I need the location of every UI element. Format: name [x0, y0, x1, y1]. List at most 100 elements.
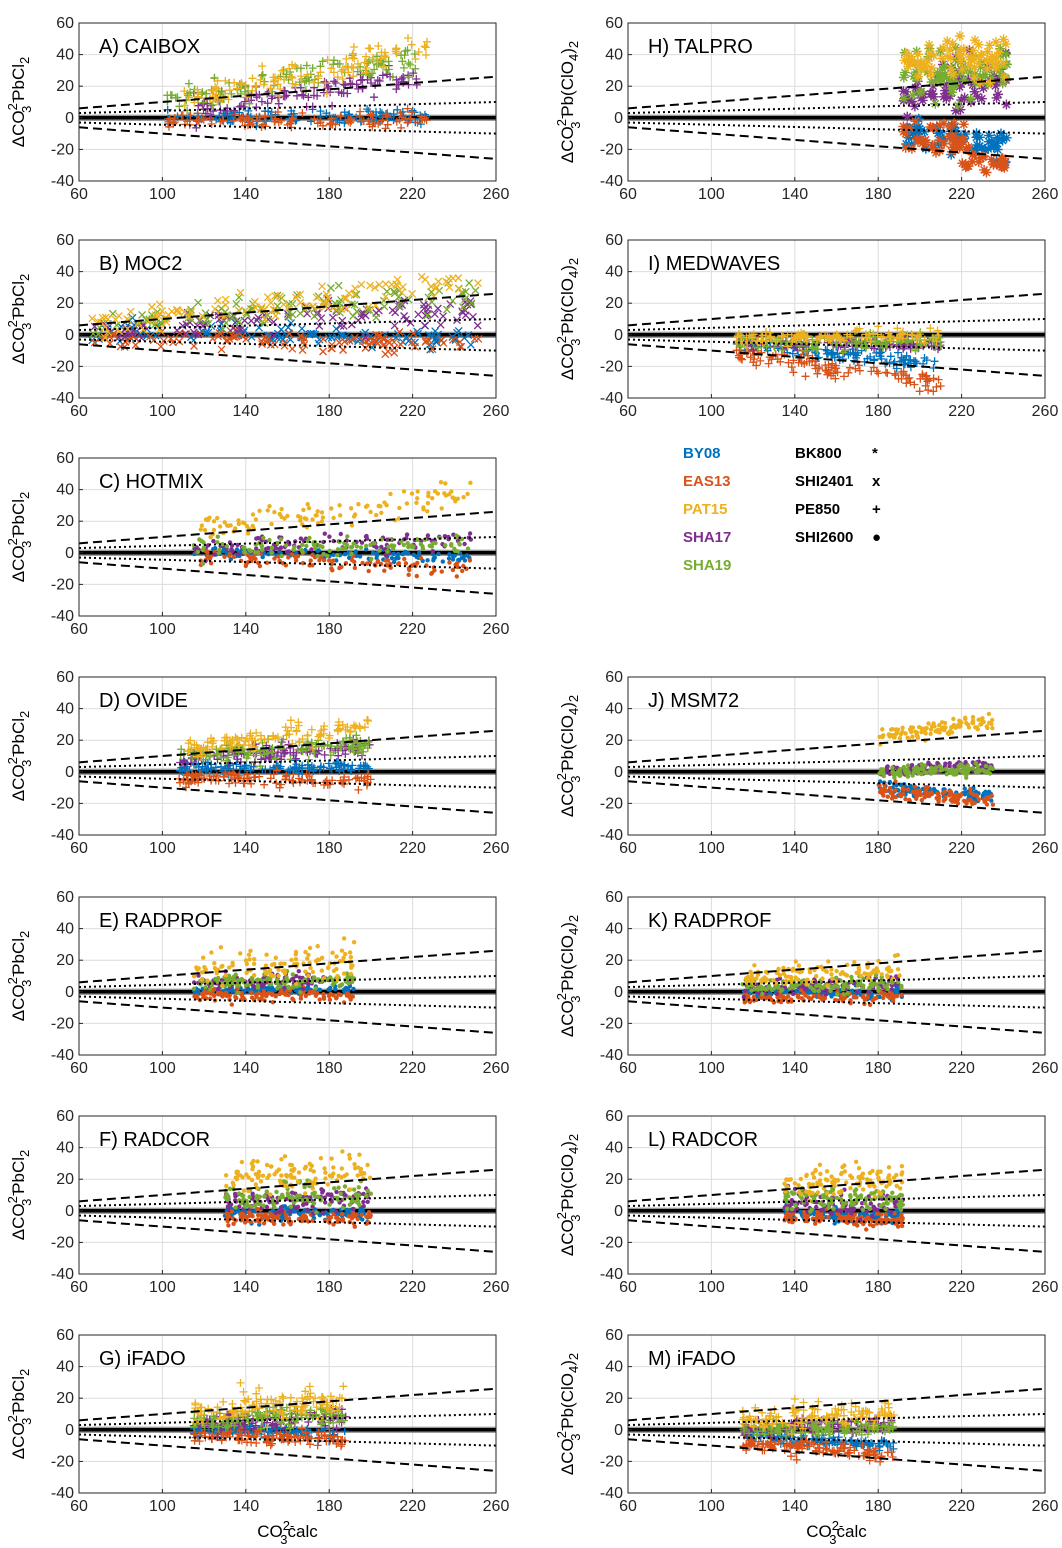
data-point — [886, 352, 895, 361]
data-point — [264, 1189, 269, 1194]
data-point — [815, 363, 824, 372]
data-point — [319, 519, 325, 524]
data-point — [217, 345, 226, 354]
data-point — [972, 91, 983, 102]
data-point — [404, 532, 410, 537]
data-point — [265, 508, 270, 513]
data-point — [350, 963, 355, 968]
data-point — [338, 75, 347, 83]
data-point — [738, 355, 747, 364]
data-point — [178, 111, 187, 120]
data-point — [313, 993, 319, 998]
data-point — [360, 58, 369, 67]
data-point — [443, 493, 449, 498]
data-point — [300, 333, 309, 342]
data-point — [383, 287, 391, 296]
data-point — [917, 95, 928, 106]
data-point — [313, 986, 318, 991]
x-tick-label: 220 — [399, 840, 426, 857]
data-point — [289, 1168, 294, 1173]
data-point — [358, 337, 367, 346]
data-point — [270, 76, 279, 85]
data-point — [365, 305, 374, 314]
data-point — [199, 977, 205, 982]
data-point — [912, 59, 923, 70]
data-point — [329, 60, 338, 69]
data-point — [293, 291, 302, 300]
data-point — [986, 72, 997, 83]
data-point — [258, 340, 267, 349]
data-point — [440, 559, 445, 564]
data-point — [418, 556, 424, 561]
data-point — [789, 368, 798, 377]
data-point — [322, 531, 327, 536]
data-point — [218, 87, 226, 96]
data-point — [948, 69, 959, 80]
data-point — [208, 987, 213, 992]
data-point — [423, 37, 431, 46]
data-point — [902, 351, 911, 360]
data-point — [906, 378, 915, 387]
data-point — [249, 1177, 255, 1183]
data-point — [360, 723, 369, 732]
data-point — [251, 961, 257, 966]
data-point — [273, 1210, 278, 1216]
data-point — [408, 289, 417, 298]
data-point — [243, 958, 249, 963]
data-point — [308, 1195, 313, 1200]
data-point — [314, 1434, 323, 1443]
data-point — [321, 302, 330, 311]
data-point — [245, 531, 251, 536]
data-point — [217, 1436, 226, 1445]
data-point — [983, 143, 994, 154]
data-point — [219, 1397, 228, 1406]
data-point — [788, 349, 797, 358]
data-point — [368, 122, 377, 131]
data-point — [1000, 39, 1011, 50]
data-point — [273, 334, 282, 343]
data-point — [375, 280, 384, 289]
data-point — [219, 1413, 228, 1422]
data-point — [969, 62, 980, 73]
data-point — [422, 51, 430, 59]
data-point — [322, 1166, 327, 1171]
data-point — [252, 957, 257, 962]
data-point — [238, 117, 247, 126]
data-point — [929, 333, 937, 342]
data-point — [271, 1396, 280, 1405]
data-point — [320, 722, 329, 731]
x-tick-label: 100 — [149, 186, 176, 203]
data-point — [257, 303, 266, 312]
data-point — [381, 48, 389, 57]
data-point — [240, 1193, 245, 1198]
y-tick-label: -40 — [600, 173, 623, 190]
data-point — [299, 1432, 308, 1441]
data-point — [403, 104, 412, 113]
data-point — [338, 513, 343, 518]
data-point — [339, 346, 348, 354]
data-point — [411, 342, 420, 351]
data-point — [374, 512, 379, 518]
x-tick-label: 140 — [232, 621, 259, 638]
data-point — [338, 1191, 343, 1196]
data-point — [413, 118, 422, 127]
data-point — [928, 50, 939, 61]
data-point — [301, 1202, 306, 1208]
data-point — [329, 113, 338, 122]
data-point — [297, 1403, 306, 1412]
data-point — [413, 327, 422, 336]
data-point — [175, 102, 184, 111]
data-point — [323, 1170, 328, 1175]
data-point — [275, 783, 284, 792]
data-point — [180, 101, 189, 110]
x-tick-label: 60 — [619, 186, 637, 203]
data-point — [305, 538, 310, 544]
data-point — [179, 775, 188, 784]
data-point — [455, 549, 460, 554]
data-point — [936, 382, 945, 390]
data-point — [317, 1393, 326, 1402]
data-point — [354, 544, 360, 549]
data-point — [253, 517, 259, 522]
data-point — [920, 135, 931, 146]
